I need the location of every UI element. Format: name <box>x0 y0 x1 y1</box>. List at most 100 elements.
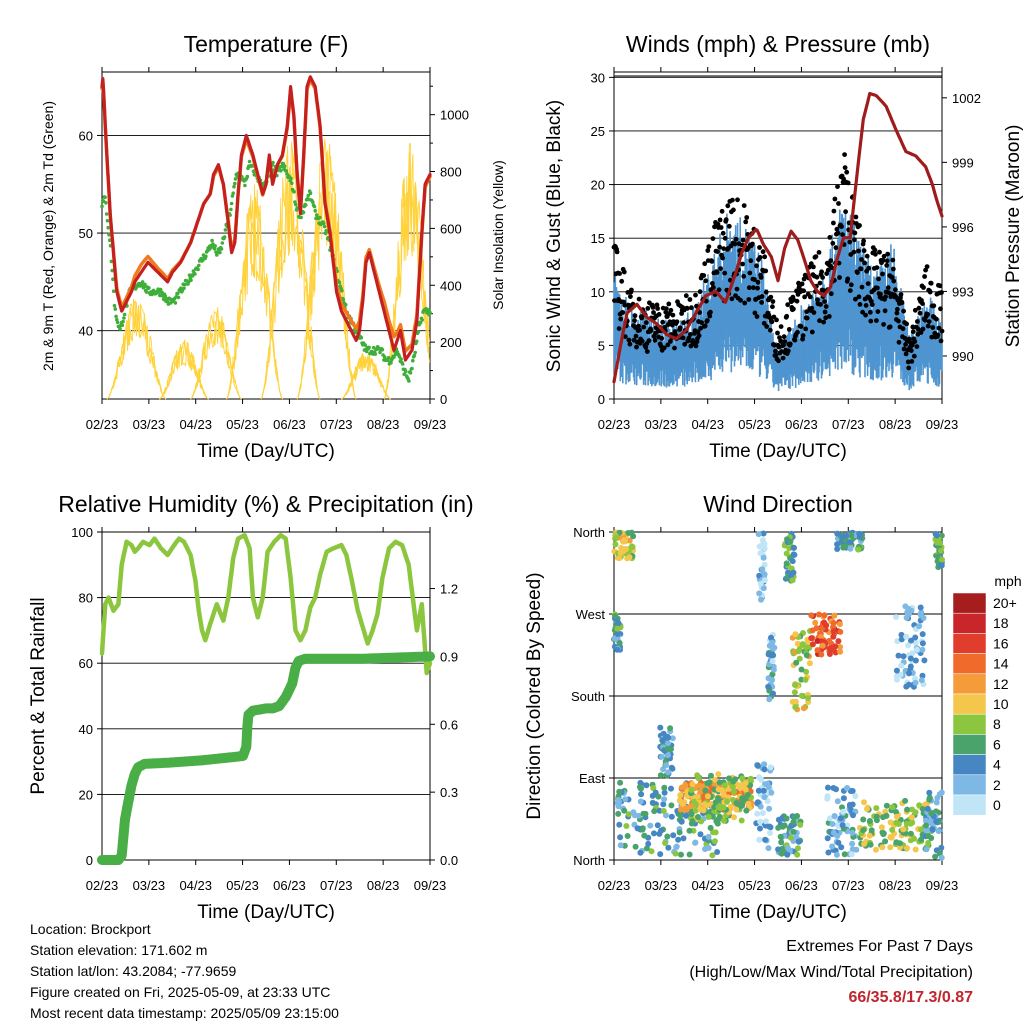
direction-point <box>631 812 638 819</box>
gust-point <box>857 223 862 228</box>
y-tick-label: 60 <box>79 656 93 671</box>
y-tick-label: 20 <box>79 787 93 802</box>
gust-point <box>665 342 671 348</box>
direction-point <box>711 776 718 783</box>
dewpoint-point <box>158 287 163 292</box>
legend-label: 16 <box>993 635 1009 651</box>
x-tick-label: 07/23 <box>320 417 353 432</box>
gust-point <box>823 304 829 309</box>
direction-point <box>826 645 833 652</box>
dewpoint-point <box>243 183 247 188</box>
gust-point <box>832 196 838 202</box>
direction-point <box>614 646 621 653</box>
direction-point <box>880 814 887 821</box>
gust-point <box>915 319 920 324</box>
gust-point <box>693 343 699 349</box>
y-right-tick-label: 0.0 <box>440 853 458 868</box>
legend-label: 8 <box>993 716 1001 732</box>
gust-point <box>896 318 901 324</box>
gust-point <box>935 332 941 338</box>
direction-point <box>617 842 624 849</box>
gust-point <box>720 230 726 236</box>
dewpoint-point <box>322 221 326 226</box>
direction-point <box>682 782 689 789</box>
direction-point <box>742 780 749 787</box>
gust-point <box>891 278 897 284</box>
dewpoint-point <box>311 200 315 205</box>
gust-point <box>746 285 752 291</box>
x-tick-label: 05/23 <box>738 417 771 432</box>
direction-point <box>787 538 794 545</box>
gust-point <box>844 169 850 175</box>
direction-point <box>789 577 796 584</box>
gust-point <box>659 336 665 341</box>
dewpoint-point <box>426 308 431 312</box>
gust-point <box>733 236 739 242</box>
direction-point <box>920 615 927 621</box>
gust-point <box>890 266 896 272</box>
rh-line <box>99 533 433 676</box>
direction-point <box>904 609 911 616</box>
direction-point <box>727 803 734 810</box>
gust-point <box>848 282 854 288</box>
direction-point <box>661 784 668 791</box>
y-tick-label: 0 <box>86 853 93 868</box>
direction-point <box>840 795 847 802</box>
direction-point <box>762 836 769 843</box>
dewpoint-point <box>105 218 110 223</box>
gust-point <box>817 280 823 286</box>
dewpoint-point <box>115 320 120 325</box>
dewpoint-point <box>380 347 385 352</box>
y-tick-label: 40 <box>79 324 93 339</box>
gust-point <box>803 326 809 332</box>
direction-point <box>795 845 801 852</box>
direction-point <box>724 798 731 805</box>
gust-point <box>859 284 865 290</box>
y-right-tick-label: 1.2 <box>440 582 458 597</box>
dewpoint-point <box>222 235 227 239</box>
gust-point <box>729 296 735 302</box>
gust-point <box>752 277 757 282</box>
direction-point <box>826 651 833 657</box>
gust-point <box>903 351 909 357</box>
x-axis-label-direction: Time (Day/UTC) <box>709 902 847 923</box>
legend-label: 12 <box>993 676 1009 692</box>
gust-point <box>836 201 841 206</box>
gust-point <box>617 271 622 276</box>
direction-point <box>678 851 684 858</box>
direction-point <box>906 670 912 677</box>
direction-point <box>795 648 802 655</box>
gust-point <box>725 203 731 209</box>
gust-point <box>817 318 822 324</box>
direction-point <box>672 850 679 857</box>
gust-point <box>898 292 904 297</box>
direction-point <box>893 813 900 820</box>
direction-point <box>848 532 855 539</box>
direction-point <box>626 537 633 544</box>
direction-point <box>769 677 776 683</box>
direction-point <box>864 805 870 812</box>
direction-point <box>824 795 831 802</box>
direction-point <box>637 785 644 792</box>
gust-point <box>763 268 769 274</box>
gust-point <box>807 294 813 300</box>
direction-point <box>933 539 940 546</box>
direction-point <box>809 641 816 648</box>
direction-point <box>668 785 674 792</box>
gust-point <box>763 289 769 295</box>
chart-title-winds: Winds (mph) & Pressure (mb) <box>626 31 930 57</box>
dewpoint-point <box>420 318 425 322</box>
gust-point <box>757 245 762 250</box>
gust-point <box>627 341 633 347</box>
direction-point <box>729 783 736 790</box>
direction-point <box>834 541 841 548</box>
gust-point <box>905 359 911 365</box>
direction-point <box>650 785 657 792</box>
direction-point <box>808 635 815 642</box>
dewpoint-point <box>364 349 369 354</box>
legend-unit: mph <box>994 573 1021 589</box>
gust-point <box>706 244 712 250</box>
direction-point <box>853 846 860 853</box>
gust-point <box>866 265 872 271</box>
